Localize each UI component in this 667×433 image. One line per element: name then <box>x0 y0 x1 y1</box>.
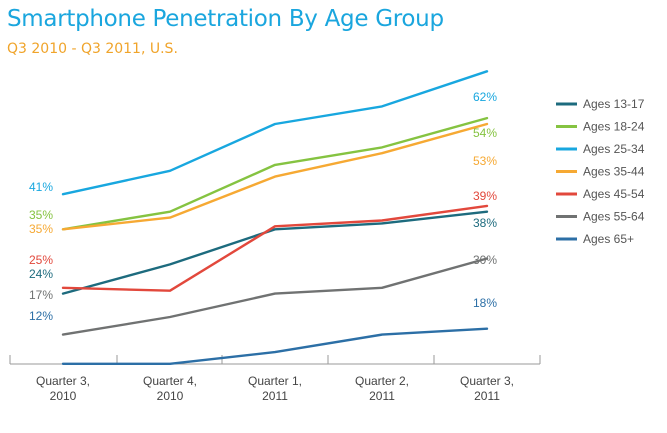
x-tick-label-4: Quarter 3, 2011 <box>460 374 514 403</box>
end-label-ages-13-17: 38% <box>473 216 497 230</box>
legend-label-ages-65: Ages 65+ <box>583 232 634 246</box>
end-label-ages-18-24: 54% <box>473 126 497 140</box>
start-label-ages-13-17: 24% <box>29 267 53 281</box>
end-label-ages-65: 18% <box>473 296 497 310</box>
series-line-ages-18-24 <box>61 116 489 231</box>
series-line-ages-45-54 <box>61 204 489 292</box>
end-label-ages-45-54: 39% <box>473 189 497 203</box>
legend-label-ages-45-54: Ages 45-54 <box>583 187 645 201</box>
legend-label-ages-35-44: Ages 35-44 <box>583 165 645 179</box>
series-line-ages-25-34 <box>61 70 489 196</box>
series-line-ages-65 <box>61 327 489 365</box>
series-line-ages-35-44 <box>61 122 489 231</box>
end-label-ages-35-44: 53% <box>473 154 497 168</box>
start-label-ages-18-24: 35% <box>29 208 53 222</box>
legend-label-ages-13-17: Ages 13-17 <box>583 97 645 111</box>
start-label-ages-35-44: 35% <box>29 222 53 236</box>
x-tick-label-2: Quarter 1, 2011 <box>248 374 302 403</box>
start-label-ages-25-34: 41% <box>29 180 53 194</box>
x-tick-label-0: Quarter 3, 2010 <box>36 374 90 403</box>
series-line-ages-55-64 <box>61 257 489 336</box>
legend-label-ages-25-34: Ages 25-34 <box>583 142 645 156</box>
chart-title: Smartphone Penetration By Age Group <box>7 6 444 32</box>
x-tick-label-3: Quarter 2, 2011 <box>355 374 409 403</box>
series-line-ages-13-17 <box>61 210 489 295</box>
end-label-ages-25-34: 62% <box>473 90 497 104</box>
legend-label-ages-55-64: Ages 55-64 <box>583 210 645 224</box>
start-label-ages-55-64: 17% <box>29 288 53 302</box>
start-label-ages-65: 12% <box>29 309 53 323</box>
start-label-ages-45-54: 25% <box>29 253 53 267</box>
x-tick-label-1: Quarter 4, 2010 <box>143 374 197 403</box>
legend-label-ages-18-24: Ages 18-24 <box>583 120 645 134</box>
chart-subtitle: Q3 2010 - Q3 2011, U.S. <box>7 41 178 57</box>
end-label-ages-55-64: 30% <box>473 253 497 267</box>
